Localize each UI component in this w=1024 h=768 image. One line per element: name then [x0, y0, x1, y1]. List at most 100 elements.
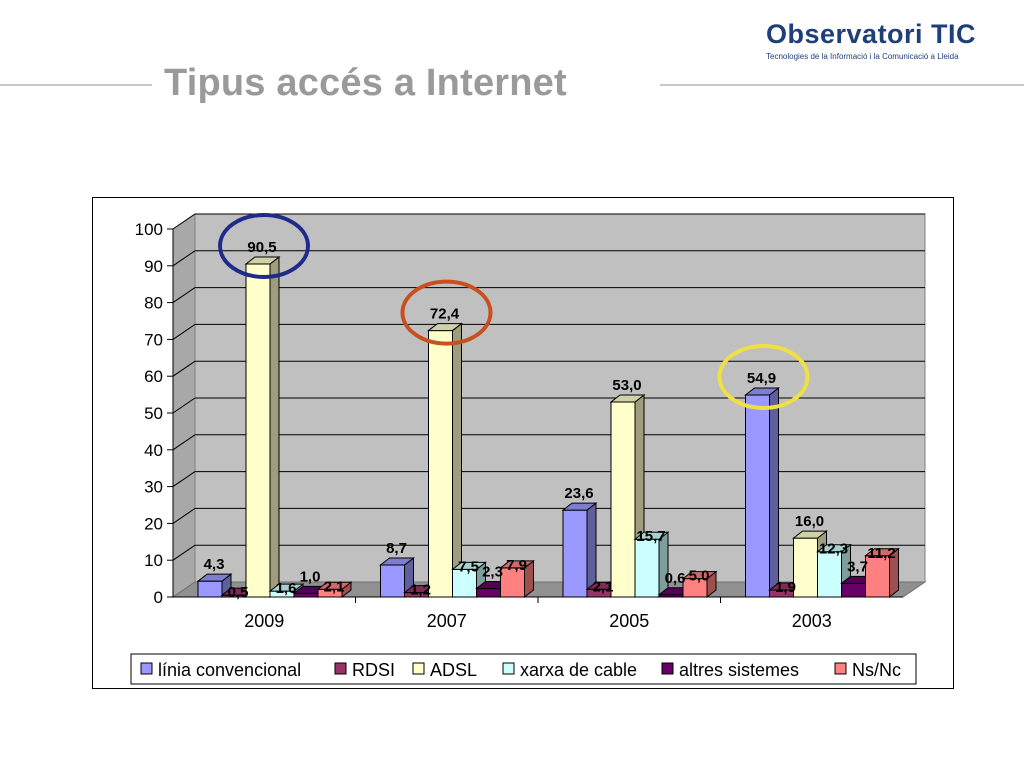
data-label: 1,2	[410, 582, 431, 599]
data-label: 4,3	[204, 556, 225, 573]
bar-front	[610, 401, 636, 598]
y-tick-label: 50	[144, 404, 163, 423]
logo-name: Observatori TIC	[766, 19, 977, 49]
bar-top	[792, 530, 828, 539]
bar-top	[316, 581, 353, 590]
x-tick-label: 2005	[609, 611, 649, 631]
logo: Observatori TIC Tecnologies de la Inform…	[766, 20, 1016, 64]
chart-frame: 0 10 20 30 40 50 60 70 80 90 100 2009 2007 2005 2003 4,…	[92, 197, 954, 689]
bar-top	[499, 560, 535, 569]
legend-label: xarxa de cable	[520, 660, 637, 680]
bar-top	[196, 573, 233, 582]
title-rule-left	[0, 84, 152, 86]
highlight-circle	[218, 212, 310, 279]
gridline-side	[172, 507, 196, 524]
legend-swatch	[502, 662, 515, 675]
legend-label: RDSI	[352, 660, 395, 680]
data-label: 1,9	[775, 579, 796, 596]
y-tick-label: 80	[144, 294, 163, 313]
bar-top	[268, 583, 305, 592]
bar-front	[562, 509, 588, 598]
bar-top	[633, 531, 670, 540]
data-label: 54,9	[747, 370, 776, 387]
y-tick-label: 100	[135, 220, 163, 239]
bar	[499, 559, 535, 599]
y-tick-label: 70	[144, 330, 163, 349]
legend-swatch	[661, 662, 674, 675]
gridline-side	[172, 471, 196, 488]
bar-side	[769, 386, 779, 599]
page-title: Tipus accés a Internet	[164, 62, 567, 104]
bar-top	[379, 557, 415, 566]
bar-top	[864, 548, 900, 557]
bar	[744, 386, 780, 599]
data-label: 5,0	[689, 568, 710, 585]
bar-front	[817, 551, 842, 598]
data-label: 53,0	[612, 377, 641, 394]
legend-swatch	[334, 662, 347, 675]
bar-chart: 0 10 20 30 40 50 60 70 80 90 100 2009 2007 2005 2003 4,…	[130, 212, 927, 685]
logo-subtitle: Tecnologies de la Informació i la Comuni…	[766, 52, 959, 61]
legend-label: ADSL	[430, 660, 477, 680]
data-label: 0,5	[228, 584, 249, 601]
legend-swatch	[140, 662, 153, 675]
bar	[681, 570, 718, 599]
gridline-side	[172, 397, 196, 414]
y-tick-label: 60	[144, 367, 163, 386]
bar	[316, 581, 353, 599]
highlight-circle	[717, 343, 810, 410]
data-label: 2,1	[324, 578, 345, 595]
bar-front	[245, 263, 271, 598]
data-label: 16,0	[795, 513, 824, 530]
bar-side	[269, 255, 280, 599]
legend-swatch	[412, 662, 425, 675]
data-label: 1,0	[300, 568, 321, 585]
bar-front	[293, 592, 319, 598]
y-tick-label: 10	[144, 551, 163, 570]
title-rule-right	[660, 84, 1024, 86]
data-label: 3,7	[847, 558, 868, 575]
gridline-side	[172, 360, 196, 377]
legend-label: línia convencional	[158, 660, 301, 680]
data-label: 7,5	[458, 558, 479, 575]
y-tick-label: 30	[144, 478, 163, 497]
bar	[816, 543, 852, 599]
bar-front	[865, 555, 890, 598]
x-tick-label: 2003	[792, 611, 832, 631]
bar	[196, 573, 233, 599]
bar-top	[744, 387, 780, 396]
legend-label: Ns/Nc	[852, 660, 901, 680]
bar-front	[428, 330, 453, 598]
gridline-side	[172, 250, 196, 267]
bar-front	[841, 582, 866, 598]
x-tick-label: 2009	[244, 611, 284, 631]
data-label: 23,6	[564, 485, 593, 502]
y-tick-label: 0	[154, 588, 163, 607]
data-label: 2,3	[482, 564, 503, 581]
legend-label: altres sistemes	[679, 660, 799, 680]
data-label: 1,6	[276, 580, 297, 597]
bar-top	[561, 502, 598, 511]
bar	[244, 255, 281, 599]
data-label: 15,7	[636, 528, 665, 545]
bar	[864, 547, 900, 599]
bar-side	[452, 322, 462, 599]
bar-front	[500, 567, 525, 598]
data-label: 72,4	[430, 306, 460, 323]
legend-box	[130, 653, 917, 685]
bar	[633, 531, 670, 599]
bar-top	[816, 544, 852, 553]
gridline-side	[172, 323, 196, 340]
bar-front	[634, 538, 660, 598]
data-label: 11,2	[867, 545, 895, 562]
data-label: 12,3	[819, 541, 848, 558]
legend-swatch	[834, 662, 847, 675]
gridline-side	[172, 287, 196, 304]
gridline-side	[172, 544, 196, 561]
bar-front	[793, 537, 818, 598]
bar-front	[476, 588, 501, 598]
bar-top	[427, 323, 463, 332]
bar-top	[451, 561, 487, 570]
gridline-side	[172, 213, 196, 230]
bar-top	[609, 394, 646, 403]
